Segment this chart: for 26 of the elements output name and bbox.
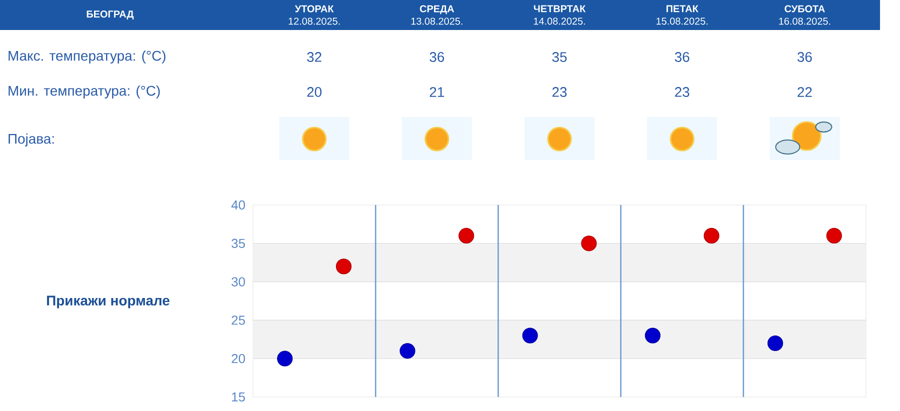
- text: Мин. температура: (°C): [8, 85, 160, 98]
- data-label: 23: [552, 87, 567, 97]
- data-label: 35: [552, 52, 567, 62]
- data-label: 20: [307, 87, 322, 97]
- y-tick-label: 20: [232, 354, 245, 364]
- text: ПЕТАК 15.08.2025.: [656, 5, 708, 25]
- data-label: 32: [307, 52, 322, 62]
- text: УТОРАК 12.08.2025.: [288, 5, 340, 25]
- data-label: 21: [430, 87, 444, 97]
- y-tick-label: 40: [231, 200, 245, 210]
- text: СРЕДА 13.08.2025.: [411, 5, 462, 25]
- y-tick-label: 35: [232, 238, 245, 248]
- y-tick-label: 25: [232, 316, 245, 325]
- data-label: 36: [797, 52, 812, 62]
- y-tick-label: 30: [232, 277, 245, 286]
- text: СУБОТА 16.08.2025.: [779, 5, 830, 25]
- text: ЧЕТВРТАК 14.08.2025.: [534, 5, 586, 25]
- data-label: 36: [674, 52, 690, 62]
- text: БЕОГРАД: [86, 10, 134, 20]
- text: Макс. температура: (°C): [8, 50, 166, 64]
- text: Прикажи нормале: [47, 296, 170, 308]
- text: Појава:: [8, 133, 54, 146]
- data-label: 36: [430, 52, 444, 62]
- data-label: 23: [675, 87, 690, 97]
- data-label: 22: [798, 87, 812, 97]
- y-tick-label: 15: [232, 392, 245, 402]
